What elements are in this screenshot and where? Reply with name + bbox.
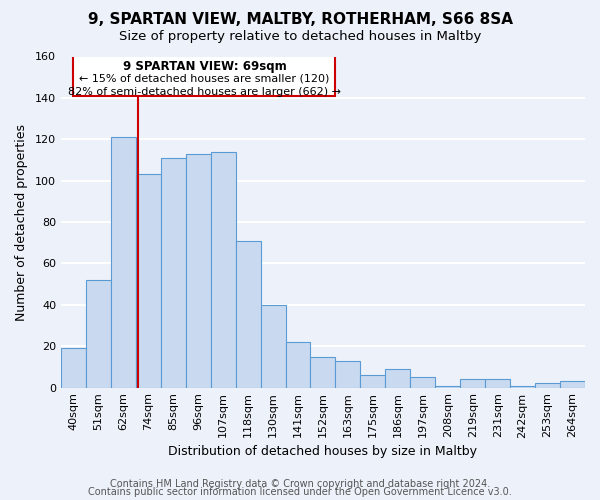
- Bar: [510, 386, 535, 388]
- Text: Size of property relative to detached houses in Maltby: Size of property relative to detached ho…: [119, 30, 481, 43]
- Text: Contains public sector information licensed under the Open Government Licence v3: Contains public sector information licen…: [88, 487, 512, 497]
- Bar: [310, 356, 335, 388]
- Bar: [211, 152, 236, 388]
- Text: ← 15% of detached houses are smaller (120): ← 15% of detached houses are smaller (12…: [79, 73, 329, 83]
- Y-axis label: Number of detached properties: Number of detached properties: [15, 124, 28, 320]
- Bar: [435, 386, 460, 388]
- Bar: [410, 377, 435, 388]
- Bar: [460, 380, 485, 388]
- Bar: [111, 137, 136, 388]
- Bar: [361, 375, 385, 388]
- Bar: [286, 342, 310, 388]
- Bar: [260, 305, 286, 388]
- Bar: [236, 240, 260, 388]
- Bar: [161, 158, 186, 388]
- Bar: [535, 384, 560, 388]
- Bar: [335, 360, 361, 388]
- Text: Contains HM Land Registry data © Crown copyright and database right 2024.: Contains HM Land Registry data © Crown c…: [110, 479, 490, 489]
- Bar: [61, 348, 86, 388]
- Bar: [86, 280, 111, 388]
- X-axis label: Distribution of detached houses by size in Maltby: Distribution of detached houses by size …: [169, 444, 478, 458]
- Bar: [485, 380, 510, 388]
- Text: 9, SPARTAN VIEW, MALTBY, ROTHERHAM, S66 8SA: 9, SPARTAN VIEW, MALTBY, ROTHERHAM, S66 …: [88, 12, 512, 28]
- FancyBboxPatch shape: [73, 52, 335, 96]
- Bar: [385, 369, 410, 388]
- Bar: [560, 382, 585, 388]
- Text: 82% of semi-detached houses are larger (662) →: 82% of semi-detached houses are larger (…: [68, 86, 341, 97]
- Bar: [136, 174, 161, 388]
- Bar: [186, 154, 211, 388]
- Text: 9 SPARTAN VIEW: 69sqm: 9 SPARTAN VIEW: 69sqm: [122, 60, 286, 72]
